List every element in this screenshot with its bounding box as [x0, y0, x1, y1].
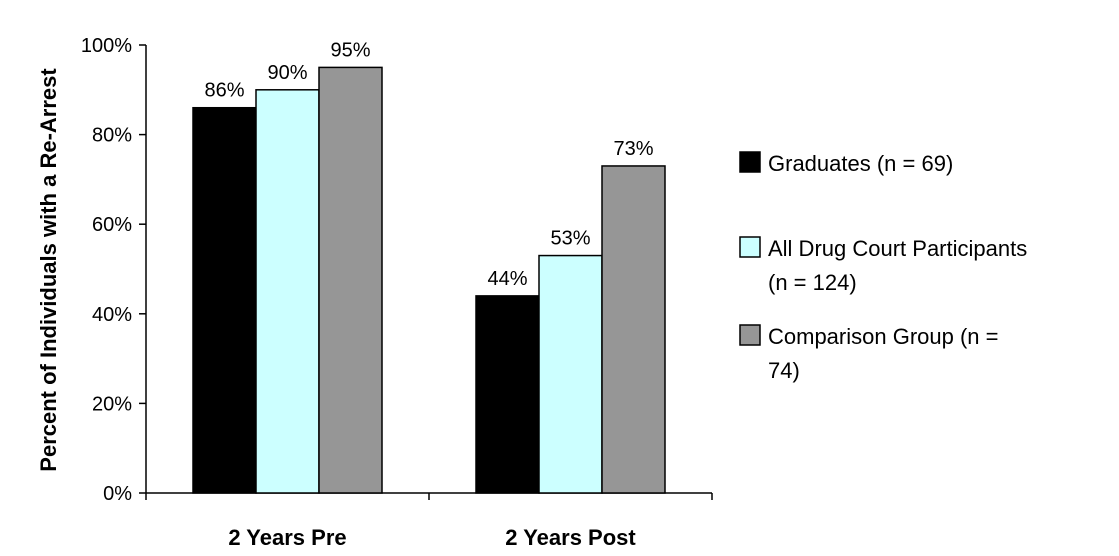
legend-label: Graduates (n = 69) [768, 151, 953, 176]
bar [475, 295, 540, 494]
bar [255, 89, 320, 494]
y-axis-title: Percent of Individuals with a Re-Arrest [36, 68, 61, 472]
legend-label: Comparison Group (n = [768, 324, 999, 349]
legend-label: All Drug Court Participants [768, 236, 1027, 261]
legend: Graduates (n = 69) All Drug Court Partici… [739, 151, 1027, 383]
legend-swatch [739, 236, 761, 258]
x-category-label: 2 Years Pre [228, 525, 346, 550]
data-label: 86% [204, 80, 244, 102]
y-tick-label: 0% [103, 483, 132, 505]
legend-label: (n = 124) [768, 270, 857, 295]
y-tick-label: 80% [92, 125, 132, 147]
data-label: 90% [267, 62, 307, 84]
data-label: 73% [613, 138, 653, 160]
y-tick-label: 40% [92, 304, 132, 326]
bar [538, 254, 603, 494]
y-tick-label: 100% [81, 35, 132, 57]
data-label: 95% [330, 39, 370, 61]
plot-area: 0% 20% 40% 60% 80% 100% 86% 90% 95% 2 Years Pre 44… [81, 35, 713, 550]
data-label: 53% [550, 228, 590, 250]
y-tick-label: 20% [92, 393, 132, 415]
bar [192, 106, 257, 494]
legend-swatch [739, 151, 761, 173]
y-tick-label: 60% [92, 214, 132, 236]
legend-swatch [739, 324, 761, 346]
bar [318, 66, 383, 494]
bar [601, 165, 666, 494]
legend-label: 74) [768, 358, 800, 383]
x-category-label: 2 Years Post [505, 525, 636, 550]
data-label: 44% [487, 268, 527, 290]
